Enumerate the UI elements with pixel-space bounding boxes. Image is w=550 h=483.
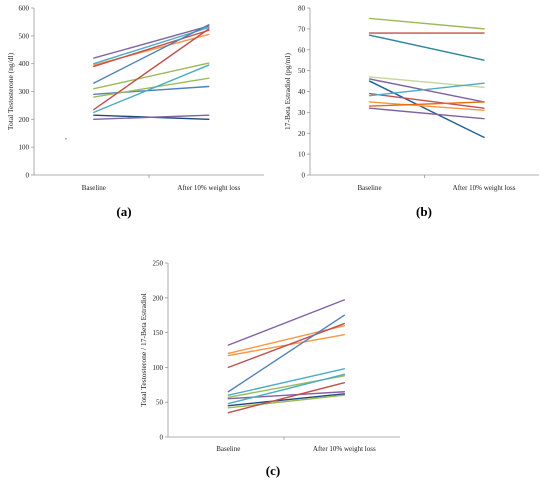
y-tick-label: 500 (19, 32, 30, 40)
x-tick-label: Baseline (82, 184, 106, 192)
series-line-6 (93, 62, 210, 90)
series-line-10 (368, 101, 485, 107)
panel-caption: (a) (116, 204, 131, 219)
y-tick-label: 100 (153, 364, 164, 372)
x-tick-label: After 10% weight loss (177, 184, 240, 192)
series-line-1 (368, 17, 485, 30)
series-line-2 (93, 26, 210, 65)
series-line-12 (93, 114, 210, 121)
series-line-9 (93, 28, 210, 111)
x-tick-label: After 10% weight loss (453, 184, 516, 192)
series-line-5 (368, 78, 485, 103)
series-line-5 (227, 314, 346, 393)
y-tick-label: 100 (19, 144, 30, 152)
series-line-8 (93, 77, 210, 98)
series-line-6 (227, 368, 346, 396)
series-line-12 (227, 382, 346, 414)
panel-caption: (b) (416, 204, 432, 219)
stray-mark: ’ (65, 137, 67, 145)
x-tick-label: Baseline (216, 445, 240, 453)
series-line-4 (93, 29, 210, 68)
series-line-9 (227, 373, 346, 405)
y-tick-label: 60 (298, 46, 306, 54)
x-tick-label: Baseline (357, 184, 381, 192)
series-line-1 (93, 25, 210, 59)
y-tick-label: 150 (153, 329, 164, 337)
y-tick-label: 600 (19, 5, 30, 13)
y-tick-label: 200 (19, 116, 30, 124)
y-tick-label: 0 (26, 172, 30, 180)
series-line-10 (227, 393, 346, 407)
y-tick-label: 30 (298, 109, 306, 117)
y-tick-label: 20 (298, 130, 306, 138)
y-tick-label: 0 (160, 434, 164, 442)
series-line-7 (93, 85, 210, 95)
y-tick-label: 400 (19, 60, 30, 68)
y-tick-label: 50 (156, 399, 164, 407)
panel-caption: (c) (266, 463, 280, 478)
y-tick-label: 80 (298, 5, 306, 13)
chart-panel-2: 0 10 20 30 40 50 60 70 80 Baseline After 10% weigh… (283, 5, 539, 219)
series-line-8 (368, 82, 485, 97)
series-line-1 (227, 299, 346, 346)
y-tick-label: 300 (19, 88, 30, 96)
series-line-6 (368, 80, 485, 139)
y-axis-title: Total Testosterone / 17-Beta Estradiol (139, 293, 148, 406)
series-line-11 (368, 107, 485, 120)
chart-panel-1: 0 100 200 300 400 500 600 Baseline After 10% wei… (6, 5, 264, 219)
y-axis-title: Total Testosterone (ng/dl) (6, 52, 15, 130)
series-line-11 (227, 394, 346, 409)
y-axis-title: 17-Beta Estradiol (pg/ml) (283, 52, 292, 130)
y-tick-label: 200 (153, 294, 164, 302)
series-line-8 (227, 391, 346, 400)
y-tick-label: 50 (298, 67, 306, 75)
chart-panel-3: 0 50 100 150 200 250 Baseline After 10% weight … (139, 260, 400, 478)
y-tick-label: 70 (298, 25, 306, 33)
y-tick-label: 250 (153, 260, 164, 268)
y-tick-label: 10 (298, 151, 306, 159)
series-line-3 (368, 34, 485, 61)
x-tick-label: After 10% weight loss (313, 445, 376, 453)
series-line-5 (93, 24, 210, 84)
series-line-4 (227, 322, 346, 369)
series-line-9 (368, 101, 485, 111)
series-line-7 (368, 92, 485, 109)
y-tick-label: 0 (302, 172, 306, 180)
series-line-10 (93, 64, 210, 114)
y-tick-label: 40 (298, 88, 306, 96)
